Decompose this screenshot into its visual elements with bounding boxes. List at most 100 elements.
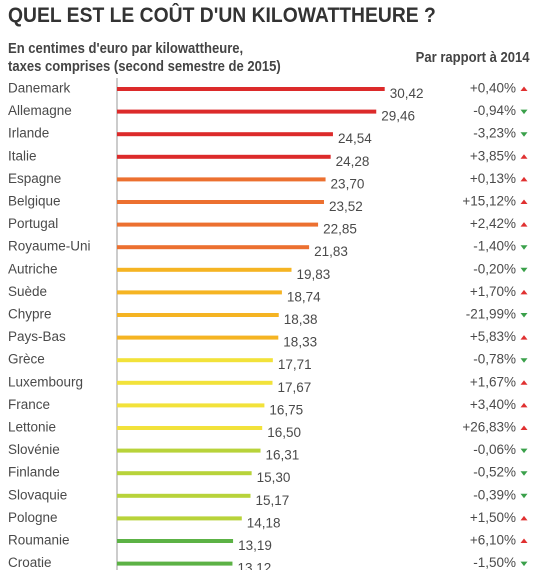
country-label: Danemark: [8, 81, 71, 96]
bar-row: Grèce 17,71 -0,78%: [8, 352, 528, 372]
value-label: 24,54: [338, 131, 372, 146]
arrow-up-icon: [520, 538, 528, 543]
bar: [117, 493, 251, 498]
change-label: -0,52%: [473, 465, 516, 480]
change-label: -0,78%: [473, 352, 516, 367]
change-label: -3,23%: [473, 126, 516, 141]
arrow-down-icon: [520, 245, 528, 250]
country-label: Chypre: [8, 307, 52, 322]
change-label: +2,42%: [470, 216, 516, 231]
subtitle-line-2: taxes comprises (second semestre de 2015…: [8, 59, 281, 75]
comparison-header: Par rapport à 2014: [416, 50, 530, 66]
value-label: 19,83: [297, 267, 331, 282]
bar: [117, 200, 324, 204]
bar: [117, 335, 279, 340]
arrow-up-icon: [520, 86, 528, 91]
bar: [117, 426, 263, 430]
country-label: Suède: [8, 284, 47, 299]
arrow-up-icon: [520, 222, 528, 227]
arrow-up-icon: [520, 515, 528, 521]
value-label: 15,30: [257, 470, 291, 485]
arrow-down-icon: [520, 493, 528, 499]
country-label: Portugal: [8, 216, 58, 231]
arrow-down-icon: [520, 132, 528, 137]
bar-row: Italie 24,28 +3,85%: [8, 148, 528, 169]
bar: [117, 539, 234, 543]
bar-row: Luxembourg 17,67 +1,67%: [8, 374, 528, 395]
arrow-up-icon: [520, 402, 528, 408]
bar-row: Lettonie 16,50 +26,83%: [8, 420, 528, 440]
arrow-down-icon: [520, 358, 528, 363]
value-label: 15,17: [255, 493, 289, 508]
bar-row: Slovénie 16,31 -0,06%: [8, 442, 528, 463]
arrow-down-icon: [520, 471, 528, 476]
bar: [117, 448, 261, 453]
bar: [117, 561, 233, 566]
change-label: +26,83%: [462, 420, 516, 435]
chart-subtitle: En centimes d'euro par kilowattheure, ta…: [8, 40, 281, 76]
bar: [117, 132, 333, 137]
country-label: Pays-Bas: [8, 329, 66, 344]
change-label: -1,40%: [473, 239, 516, 254]
value-label: 16,50: [267, 425, 301, 440]
bar-row: Suède 18,74 +1,70%: [8, 284, 528, 304]
bar-row: Slovaquie 15,17 -0,39%: [8, 487, 528, 508]
arrow-down-icon: [520, 267, 528, 273]
value-label: 24,28: [336, 154, 370, 169]
country-label: Autriche: [8, 261, 58, 276]
change-label: -1,50%: [473, 555, 516, 570]
chart-title: QUEL EST LE COÛT D'UN KILOWATTHEURE ?: [8, 4, 436, 27]
change-label: +6,10%: [470, 533, 516, 548]
arrow-up-icon: [520, 176, 528, 182]
arrow-down-icon: [520, 313, 528, 318]
value-label: 17,71: [278, 357, 312, 372]
bar-row: Danemark 30,42 +0,40%: [8, 81, 528, 101]
bar: [117, 154, 331, 159]
country-label: Irlande: [8, 126, 49, 141]
change-label: -21,99%: [466, 307, 516, 322]
change-label: -0,39%: [473, 487, 516, 502]
country-label: Italie: [8, 148, 37, 163]
bar-row: Royaume-Uni 21,83 -1,40%: [8, 239, 528, 259]
bar: [117, 245, 310, 250]
arrow-down-icon: [520, 448, 528, 454]
value-label: 18,74: [287, 289, 321, 304]
value-label: 16,31: [266, 448, 300, 463]
country-label: Lettonie: [8, 420, 56, 435]
value-label: 14,18: [247, 515, 281, 530]
bar: [117, 109, 377, 114]
country-label: Roumanie: [8, 533, 70, 548]
bar-row: Finlande 15,30 -0,52%: [8, 465, 528, 485]
arrow-up-icon: [520, 335, 528, 340]
arrow-down-icon: [520, 109, 528, 115]
bar-row: Belgique 23,52 +15,12%: [8, 194, 528, 214]
value-label: 23,52: [329, 199, 363, 214]
bar-row: Chypre 18,38 -21,99%: [8, 307, 528, 327]
value-label: 23,70: [331, 176, 365, 191]
value-label: 21,83: [314, 244, 348, 259]
change-label: +0,40%: [470, 81, 516, 96]
bar-row: Pologne 14,18 +1,50%: [8, 510, 528, 530]
bar-row: Portugal 22,85 +2,42%: [8, 216, 528, 237]
value-label: 18,33: [283, 335, 317, 350]
country-label: Luxembourg: [8, 374, 83, 389]
bar-row: Croatie 13,12 -1,50%: [8, 555, 528, 570]
value-label: 13,19: [238, 538, 272, 553]
country-label: Grèce: [8, 352, 45, 367]
bar-row: Espagne 23,70 +0,13%: [8, 171, 528, 191]
country-label: France: [8, 397, 50, 412]
bar: [117, 313, 279, 317]
value-label: 17,67: [277, 380, 311, 395]
bar: [117, 403, 265, 408]
change-label: +1,70%: [470, 284, 516, 299]
country-label: Belgique: [8, 194, 61, 209]
bar: [117, 516, 242, 521]
country-label: Espagne: [8, 171, 61, 186]
value-label: 29,46: [381, 109, 415, 124]
change-label: +1,67%: [470, 374, 516, 389]
bar: [117, 290, 282, 295]
bar-row: France 16,75 +3,40%: [8, 397, 528, 417]
change-label: +1,50%: [470, 510, 516, 525]
bar-row: Allemagne 29,46 -0,94%: [8, 103, 528, 124]
